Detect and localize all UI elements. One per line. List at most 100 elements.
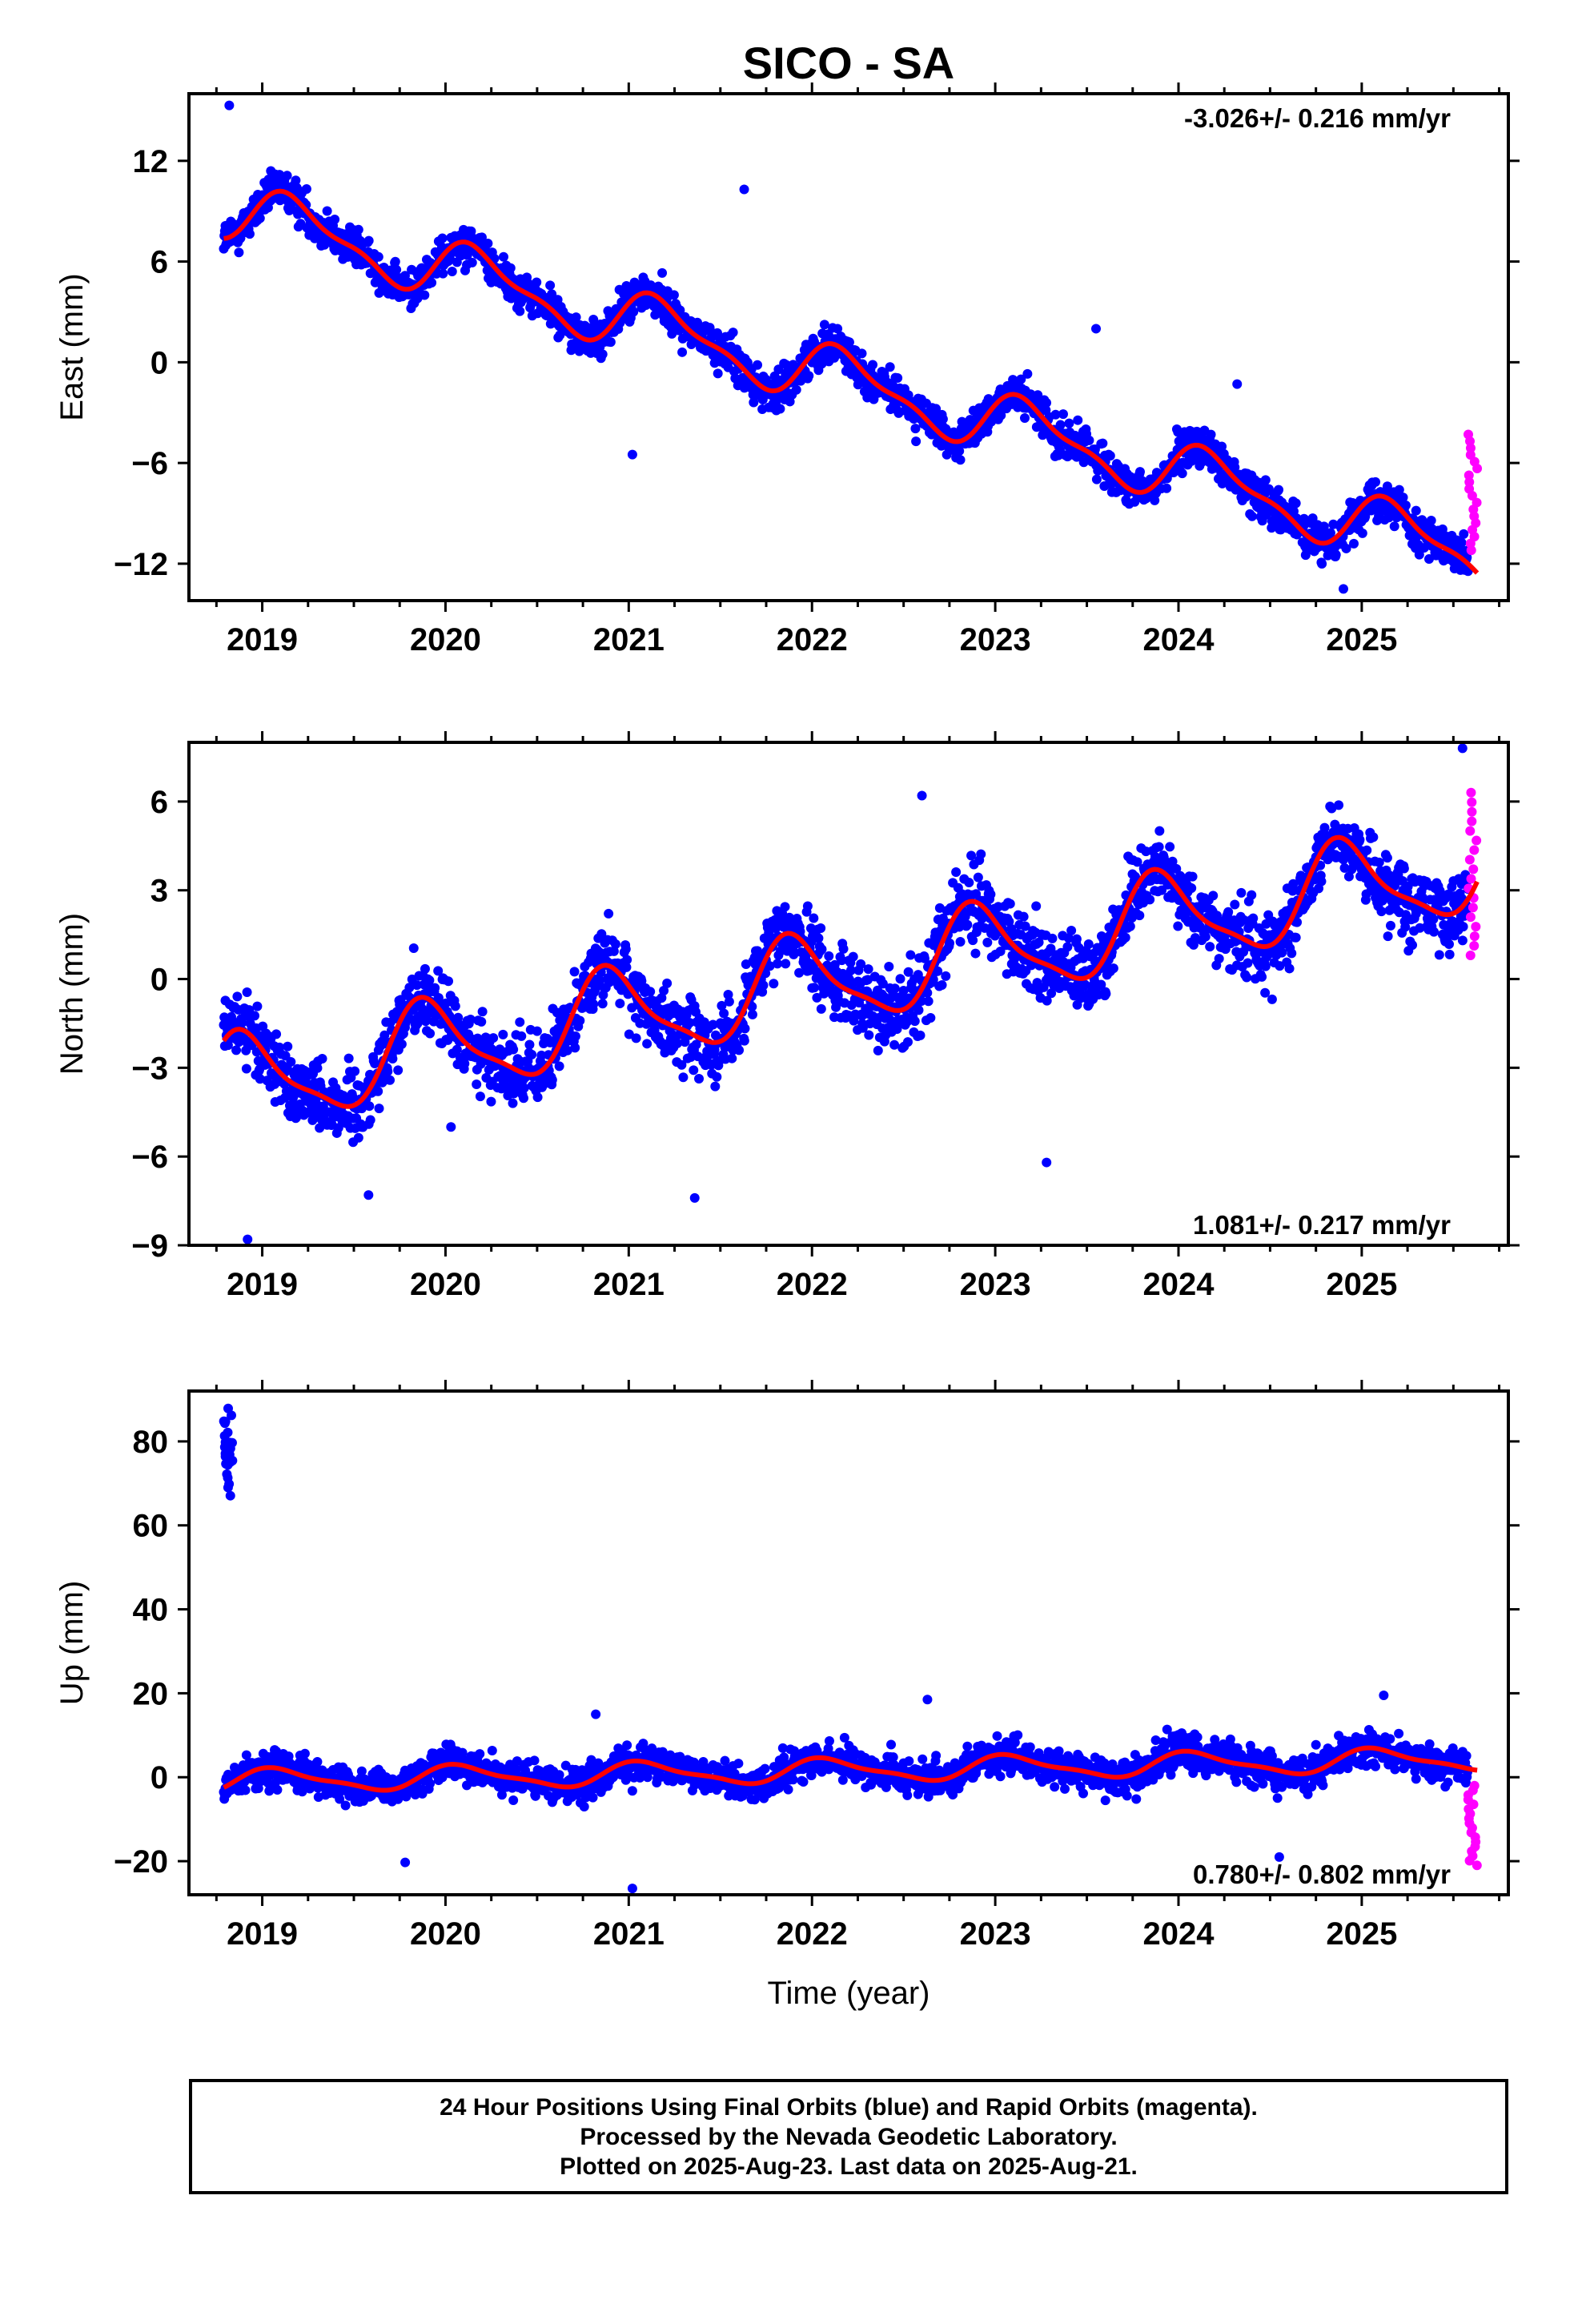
final-orbit-point: [1062, 942, 1073, 952]
final-orbit-point: [438, 268, 448, 279]
final-orbit-point: [315, 1123, 325, 1133]
final-orbit-point: [824, 951, 834, 961]
final-orbit-point: [719, 1008, 729, 1019]
final-orbit-point: [758, 980, 769, 991]
final-orbit-point: [1132, 857, 1142, 867]
final-orbit-point: [1243, 958, 1253, 968]
final-orbit-point: [1042, 995, 1052, 1006]
final-orbit-point: [1047, 933, 1058, 943]
east-y-axis-label: East (mm): [54, 273, 90, 420]
final-orbit-point: [996, 410, 1006, 420]
final-orbit-point: [739, 1035, 749, 1046]
final-orbit-point: [1334, 800, 1344, 810]
final-orbit-point: [554, 1061, 564, 1072]
final-orbit-point: [301, 184, 311, 195]
final-orbit-point: [1005, 899, 1015, 909]
final-orbit-point: [379, 1030, 390, 1040]
final-orbit-point: [1205, 942, 1215, 952]
final-orbit-point: [425, 1028, 436, 1039]
final-orbit-point: [877, 979, 888, 989]
final-orbit-point: [1376, 907, 1387, 917]
y-tick-label: 3: [151, 874, 168, 909]
final-orbit-point: [466, 226, 476, 236]
y-tick-label: −6: [131, 446, 168, 481]
final-orbit-point: [938, 414, 948, 424]
final-orbit-point: [322, 206, 332, 216]
final-orbit-point: [863, 964, 873, 975]
rapid-orbit-point: [1468, 903, 1478, 913]
final-orbit-point: [1389, 521, 1399, 532]
final-orbit-point: [427, 277, 437, 287]
north-plot-frame: [187, 741, 1510, 1247]
final-orbit-point: [1236, 887, 1247, 898]
final-orbit-point: [813, 933, 824, 943]
final-orbit-point: [1260, 475, 1271, 485]
final-orbit-point: [1121, 890, 1131, 900]
final-orbit-point: [1134, 467, 1145, 477]
final-orbit-point: [588, 999, 599, 1009]
final-orbit-point: [747, 1001, 757, 1011]
x-tick-label: 2022: [777, 622, 848, 657]
final-orbit-point: [724, 996, 734, 1007]
final-orbit-point: [895, 974, 905, 984]
final-orbit-point: [962, 919, 973, 930]
final-orbit-point: [979, 923, 990, 933]
rapid-orbit-point: [1465, 912, 1476, 923]
rapid-orbit-point: [1467, 816, 1477, 826]
final-orbit-point: [1066, 926, 1077, 936]
final-orbit-point: [467, 257, 477, 267]
final-orbit-point: [884, 962, 894, 972]
final-orbit-point: [244, 229, 255, 239]
final-orbit-point: [951, 867, 962, 878]
x-tick-label: 2021: [593, 1267, 665, 1302]
x-tick-label: 2023: [960, 622, 1031, 657]
final-orbit-point: [857, 1023, 868, 1033]
final-orbit-point: [1277, 947, 1287, 958]
final-orbit-point: [475, 1092, 485, 1102]
rapid-orbit-point: [1472, 497, 1482, 508]
final-orbit-point: [223, 1040, 233, 1051]
final-orbit-point: [286, 1056, 296, 1067]
final-orbit-point: [1417, 892, 1427, 903]
final-orbit-point: [1403, 882, 1413, 892]
final-orbit-point: [373, 251, 383, 262]
final-orbit-point: [1223, 907, 1234, 917]
rapid-orbit-point: [1472, 835, 1482, 846]
final-orbit-point: [761, 968, 771, 979]
final-orbit-point: [1071, 934, 1082, 944]
final-orbit-point: [931, 404, 942, 414]
x-tick-label: 2020: [410, 622, 481, 657]
final-orbit-point: [1200, 931, 1211, 942]
final-orbit-point: [819, 320, 829, 330]
final-orbit-point: [271, 1029, 282, 1039]
final-orbit-point: [365, 1115, 375, 1125]
final-orbit-point: [809, 913, 819, 923]
final-orbit-point: [408, 943, 419, 953]
final-orbit-point: [1331, 549, 1341, 560]
final-orbit-point: [272, 1784, 283, 1795]
final-orbit-point: [1187, 871, 1198, 882]
final-orbit-point: [605, 337, 616, 348]
final-orbit-point: [1096, 979, 1106, 990]
final-orbit-point: [250, 1011, 260, 1021]
final-orbit-point: [727, 1053, 737, 1063]
final-orbit-point: [1020, 921, 1030, 931]
final-orbit-point: [255, 213, 265, 223]
y-tick-label: 0: [151, 345, 168, 380]
final-orbit-point: [412, 980, 422, 991]
final-orbit-point: [595, 975, 605, 986]
rapid-orbit-point: [1468, 864, 1479, 875]
final-orbit-point: [1458, 922, 1468, 932]
final-orbit-point: [420, 290, 430, 300]
final-orbit-point: [1120, 932, 1130, 943]
final-orbit-point: [231, 1045, 242, 1055]
final-orbit-point: [1260, 961, 1271, 971]
final-orbit-point: [789, 949, 799, 959]
final-orbit-point: [791, 384, 801, 395]
final-orbit-point: [1230, 899, 1240, 910]
rapid-orbit-point: [1471, 922, 1481, 932]
final-orbit-point: [1098, 438, 1108, 448]
final-orbit-point: [374, 1104, 384, 1114]
final-orbit-point: [694, 1074, 705, 1084]
